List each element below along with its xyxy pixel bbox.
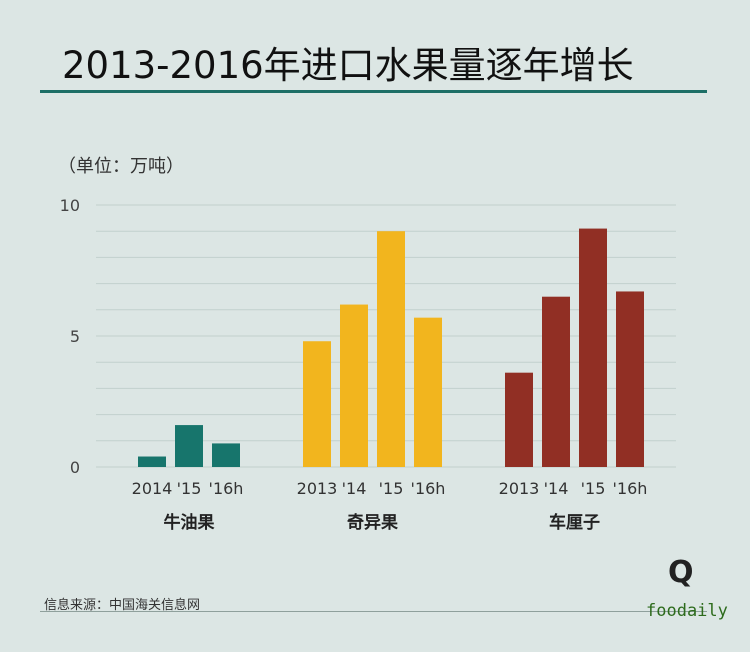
x-axis-labels: 2014'15'16h 2013'14'15'16h 2013'14'15'16h (132, 479, 648, 498)
x-tick-label: 2013 (499, 479, 540, 498)
group-labels: 牛油果 奇异果 车厘子 (164, 512, 601, 533)
group-label: 奇异果 (347, 512, 398, 533)
x-tick-label: 2013 (297, 479, 338, 498)
x-tick-label: '15 (581, 479, 606, 498)
group-label: 牛油果 (164, 512, 215, 533)
x-tick-label: '14 (544, 479, 569, 498)
x-tick-label: '15 (379, 479, 404, 498)
logo-text: foodaily (646, 601, 728, 621)
bar (340, 304, 368, 467)
group-label: 车厘子 (549, 512, 600, 533)
bar (542, 296, 570, 467)
bar (579, 228, 607, 467)
x-tick-label: '15 (177, 479, 202, 498)
x-tick-label: '16h (209, 479, 244, 498)
bar (138, 456, 166, 467)
x-tick-label: '16h (613, 479, 648, 498)
chart-title: 2013-2016年进口水果量逐年增长 (62, 44, 634, 87)
y-axis-ticks: 0 5 10 (60, 196, 80, 477)
bars (138, 228, 644, 467)
x-tick-label: '14 (342, 479, 367, 498)
foodaily-logo: Q foodaily (646, 557, 746, 627)
title-underline (40, 90, 707, 93)
source-note: 信息来源：中国海关信息网 (44, 598, 201, 613)
bar (505, 372, 533, 467)
bar (212, 443, 240, 467)
y-tick-label: 5 (70, 327, 80, 346)
logo-mark: Q (668, 555, 694, 590)
bar (303, 341, 331, 467)
unit-label: （单位：万吨） (58, 156, 184, 177)
bar (377, 231, 405, 467)
bar (616, 291, 644, 467)
y-tick-label: 10 (60, 196, 80, 215)
x-tick-label: '16h (411, 479, 446, 498)
bar (414, 317, 442, 467)
bar (175, 425, 203, 467)
x-tick-label: 2014 (132, 479, 173, 498)
y-tick-label: 0 (70, 458, 80, 477)
bottom-rule (40, 611, 707, 612)
